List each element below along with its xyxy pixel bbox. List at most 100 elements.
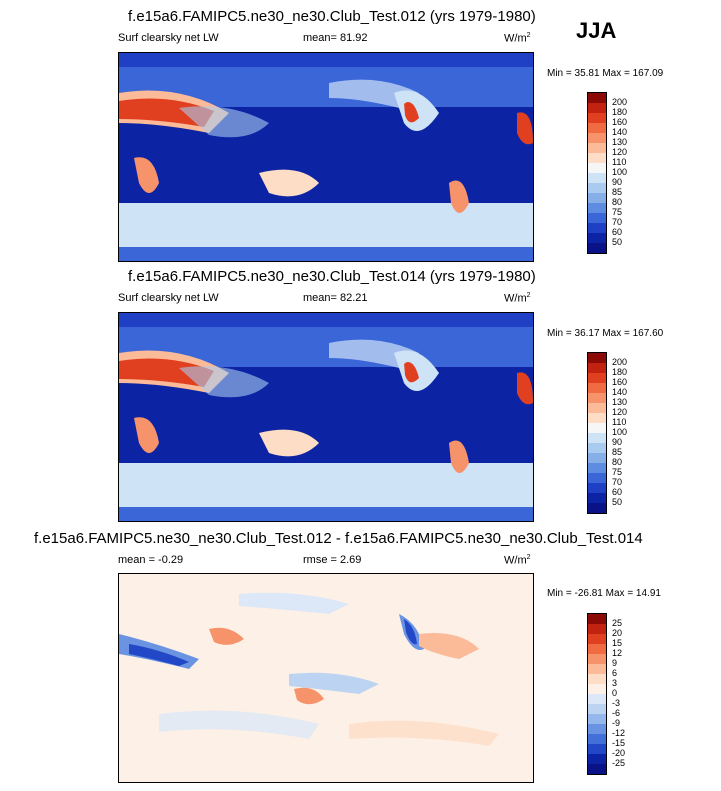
colorbar-tick-label: 120 (612, 147, 628, 157)
colorbar-tick-label: 50 (612, 237, 623, 247)
colorbar-swatch (588, 183, 606, 193)
colorbar-tick-label: 50 (612, 497, 623, 507)
colorbar-swatch (588, 353, 606, 363)
colorbar-swatch (588, 363, 606, 373)
colorbar-swatch (588, 383, 606, 393)
panel1-variable-label: Surf clearsky net LW (118, 32, 219, 44)
colorbar-tick-label: 60 (612, 487, 623, 497)
colorbar-swatch (588, 483, 606, 493)
colorbar-swatch (588, 664, 606, 674)
colorbar-swatch (588, 754, 606, 764)
colorbar-swatch (588, 674, 606, 684)
colorbar-swatch (588, 203, 606, 213)
colorbar-tick-label: 75 (612, 207, 623, 217)
colorbar-swatch (588, 694, 606, 704)
colorbar-tick-label: 15 (612, 638, 623, 648)
colorbar-swatch (588, 443, 606, 453)
colorbar-swatch (588, 393, 606, 403)
panel3-map-field (119, 574, 533, 782)
colorbar-tick-label: 140 (612, 127, 628, 137)
colorbar-tick-label: 75 (612, 467, 623, 477)
panel1-map-field (119, 53, 533, 261)
colorbar-swatch (588, 704, 606, 714)
panel2-units-label: W/m2 (504, 292, 531, 305)
colorbar-swatch (588, 503, 606, 513)
colorbar-tick-label: 180 (612, 107, 628, 117)
panel3-title: f.e15a6.FAMIPC5.ne30_ne30.Club_Test.012 … (34, 530, 643, 547)
colorbar-tick-label: -3 (612, 698, 621, 708)
colorbar-swatch (588, 403, 606, 413)
colorbar-swatch (588, 724, 606, 734)
colorbar-swatch (588, 153, 606, 163)
colorbar-tick-label: 80 (612, 197, 623, 207)
colorbar-tick-label: -15 (612, 738, 626, 748)
panel3-minmax-label: Min = -26.81 Max = 14.91 (547, 588, 661, 599)
colorbar-tick-label: -6 (612, 708, 621, 718)
colorbar-swatch (588, 133, 606, 143)
colorbar-tick-label: 70 (612, 477, 623, 487)
colorbar-swatch (588, 93, 606, 103)
colorbar-tick-label: 130 (612, 137, 628, 147)
colorbar-swatch (588, 473, 606, 483)
season-label: JJA (576, 18, 617, 43)
panel2-title: f.e15a6.FAMIPC5.ne30_ne30.Club_Test.014 … (128, 268, 536, 285)
panel3-mean-label: mean = -0.29 (118, 554, 184, 566)
colorbar-swatch (588, 624, 606, 634)
colorbar-swatch (588, 143, 606, 153)
colorbar-tick-label: 160 (612, 117, 628, 127)
colorbar-swatch (588, 684, 606, 694)
colorbar-swatch (588, 764, 606, 774)
colorbar-swatch (588, 113, 606, 123)
colorbar-tick-label: 6 (612, 668, 618, 678)
colorbar-swatch (588, 173, 606, 183)
colorbar-tick-label: -20 (612, 748, 626, 758)
colorbar-tick-label: 9 (612, 658, 618, 668)
colorbar-swatch (588, 243, 606, 253)
colorbar-tick-label: 80 (612, 457, 623, 467)
colorbar-swatch (588, 734, 606, 744)
colorbar-tick-label: 180 (612, 367, 628, 377)
colorbar-tick-label: 12 (612, 648, 623, 658)
panel3-colorbar (587, 613, 607, 775)
panel1-mean-label: mean= 81.92 (303, 32, 368, 44)
panel2-map (118, 312, 534, 522)
colorbar-swatch (588, 193, 606, 203)
colorbar-swatch (588, 223, 606, 233)
panel2-colorbar (587, 352, 607, 514)
panel2-map-field (119, 313, 533, 521)
colorbar-swatch (588, 103, 606, 113)
colorbar-tick-label: 100 (612, 167, 628, 177)
colorbar-swatch (588, 714, 606, 724)
colorbar-tick-label: 85 (612, 447, 623, 457)
colorbar-tick-label: 110 (612, 157, 627, 167)
colorbar-swatch (588, 123, 606, 133)
colorbar-tick-label: -12 (612, 728, 626, 738)
colorbar-swatch (588, 634, 606, 644)
colorbar-swatch (588, 423, 606, 433)
colorbar-swatch (588, 213, 606, 223)
panel3-units-label: W/m2 (504, 554, 531, 567)
colorbar-tick-label: 110 (612, 417, 627, 427)
colorbar-tick-label: 70 (612, 217, 623, 227)
colorbar-swatch (588, 433, 606, 443)
colorbar-swatch (588, 744, 606, 754)
colorbar-tick-label: 90 (612, 437, 623, 447)
colorbar-swatch (588, 233, 606, 243)
colorbar-tick-label: 200 (612, 357, 628, 367)
colorbar-tick-label: 3 (612, 678, 618, 688)
colorbar-swatch (588, 644, 606, 654)
panel1-title: f.e15a6.FAMIPC5.ne30_ne30.Club_Test.012 … (128, 8, 536, 25)
panel1-units-label: W/m2 (504, 32, 531, 45)
colorbar-swatch (588, 614, 606, 624)
colorbar-tick-label: 25 (612, 618, 623, 628)
colorbar-tick-label: 130 (612, 397, 628, 407)
colorbar-tick-label: 120 (612, 407, 628, 417)
panel1-colorbar (587, 92, 607, 254)
panel2-minmax-label: Min = 36.17 Max = 167.60 (547, 328, 664, 339)
colorbar-tick-label: 85 (612, 187, 623, 197)
colorbar-swatch (588, 463, 606, 473)
colorbar-tick-label: 160 (612, 377, 628, 387)
colorbar-swatch (588, 453, 606, 463)
panel1-minmax-label: Min = 35.81 Max = 167.09 (547, 68, 664, 79)
colorbar-tick-label: 140 (612, 387, 628, 397)
